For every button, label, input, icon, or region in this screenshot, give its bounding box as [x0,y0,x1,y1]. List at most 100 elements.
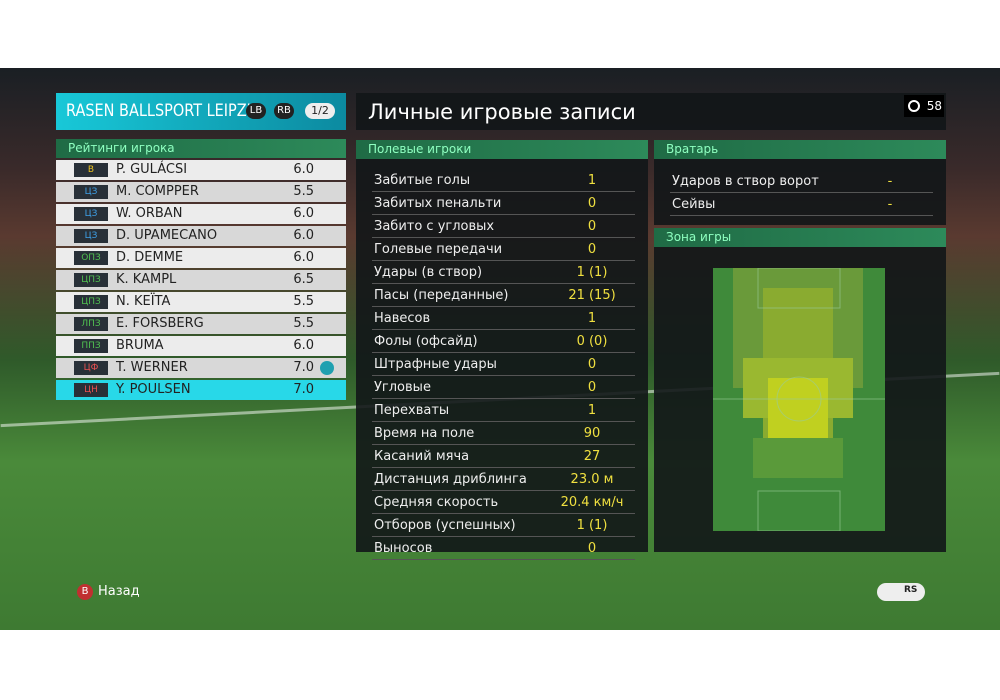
stat-value: 21 (15) [568,288,616,303]
stat-label: Отборов (успешных) [374,518,516,533]
rb-button[interactable]: RB [274,103,294,119]
player-rating: 6.0 [293,250,314,265]
player-row[interactable]: ЦЗ M. COMPPER 5.5 [56,182,346,202]
player-row[interactable]: ЦПЗ N. KEÏTA 5.5 [56,292,346,312]
stat-value: 23.0 м [570,472,614,487]
section-title: Вратарь [654,140,946,159]
stat-value: 1 [587,311,597,326]
stat-label: Перехваты [374,403,450,418]
zone-panel: Зона игры [654,228,946,552]
stat-label: Забитых пенальти [374,196,502,211]
stat-label: Забито с угловых [374,219,495,234]
player-rating: 7.0 [293,382,314,397]
stat-value: 0 [587,380,597,395]
player-name: K. KAMPL [116,272,177,287]
player-row[interactable]: ЦПЗ K. KAMPL 6.5 [56,270,346,290]
player-name: D. UPAMECANO [116,228,218,243]
footer-icons: RS [877,583,925,601]
player-row[interactable]: ЦЗ W. ORBAN 6.0 [56,204,346,224]
stat-row: Удары (в створ) 1 (1) [372,262,635,284]
position-badge: ОПЗ [74,251,108,265]
position-badge: ЦПЗ [74,295,108,309]
back-label[interactable]: Назад [98,584,140,599]
stat-row: Забито с угловых 0 [372,216,635,238]
player-rating: 5.5 [293,184,314,199]
player-rating: 5.5 [293,294,314,309]
goalkeeper-panel: Вратарь Ударов в створ ворот - Сейвы - [654,140,946,225]
section-title: Рейтинги игрока [56,139,346,158]
stat-label: Выносов [374,541,433,556]
player-row[interactable]: ЦН Y. POULSEN 7.0 [56,380,346,400]
stat-label: Касаний мяча [374,449,470,464]
position-badge: В [74,163,108,177]
stat-row: Перехваты 1 [372,400,635,422]
stat-label: Навесов [374,311,431,326]
stat-value: 20.4 км/ч [560,495,624,510]
position-badge: ЦЗ [74,229,108,243]
player-rating: 6.0 [293,228,314,243]
stats-list: Забитые голы 1 Забитых пенальти 0 Забито с у… [372,170,635,561]
stat-row: Отборов (успешных) 1 (1) [372,515,635,537]
stat-row: Голевые передачи 0 [372,239,635,261]
player-row[interactable]: ППЗ BRUMA 6.0 [56,336,346,356]
stat-row: Ударов в створ ворот - [670,171,933,193]
stat-label: Забитые голы [374,173,471,188]
position-badge: ППЗ [74,339,108,353]
b-button[interactable]: B [77,584,93,600]
stat-row: Сейвы - [670,194,933,216]
page-indicator: 1/2 [305,103,335,119]
player-row[interactable]: ЛПЗ E. FORSBERG 5.5 [56,314,346,334]
stat-label: Средняя скорость [374,495,499,510]
stat-row: Выносов 0 [372,538,635,560]
stat-value: 1 (1) [576,518,608,533]
player-list: В P. GULÁCSI 6.0 ЦЗ M. COMPPER 5.5 ЦЗ W. ORBAN 6… [56,160,346,402]
field-panel: Полевые игроки Забитые голы 1 Забитых пена… [356,140,648,560]
stat-row: Касаний мяча 27 [372,446,635,468]
player-rating: 6.5 [293,272,314,287]
stat-label: Пасы (переданные) [374,288,509,303]
stat-label: Фолы (офсайд) [374,334,478,349]
player-rating: 6.0 [293,338,314,353]
player-name: T. WERNER [116,360,188,375]
player-name: D. DEMME [116,250,184,265]
team-name: RASEN BALLSPORT LEIPZIG [66,101,263,121]
star-icon [320,361,334,375]
stat-label: Дистанция дриблинга [374,472,527,487]
team-header: RASEN BALLSPORT LEIPZIG LB RB 1/2 [56,93,346,130]
player-rating: 7.0 [293,360,314,375]
stat-value: 0 (0) [576,334,608,349]
stat-value: 1 [587,403,597,418]
player-row[interactable]: ОПЗ D. DEMME 6.0 [56,248,346,268]
lb-button[interactable]: LB [246,103,266,119]
stat-row: Штрафные удары 0 [372,354,635,376]
player-row[interactable]: ЦЗ D. UPAMECANO 6.0 [56,226,346,246]
stat-value: 27 [583,449,601,464]
title-bar: Личные игровые записи 58 [356,93,946,130]
player-name: Y. POULSEN [116,382,191,397]
stat-value: 0 [587,219,597,234]
stat-label: Время на поле [374,426,475,441]
player-name: BRUMA [116,338,164,353]
stat-label: Удары (в створ) [374,265,483,280]
section-title: Зона игры [654,228,946,247]
stat-value: - [887,197,893,212]
stat-label: Голевые передачи [374,242,503,257]
stat-value: 1 [587,173,597,188]
player-row[interactable]: ЦФ T. WERNER 7.0 [56,358,346,378]
gk-list: Ударов в створ ворот - Сейвы - [670,171,933,217]
rs-icon[interactable]: RS [904,585,918,595]
stat-row: Фолы (офсайд) 0 (0) [372,331,635,353]
stat-row: Навесов 1 [372,308,635,330]
position-badge: ЦЗ [74,207,108,221]
stat-row: Пасы (переданные) 21 (15) [372,285,635,307]
clock-icon [908,100,920,112]
player-name: M. COMPPER [116,184,199,199]
section-title: Полевые игроки [356,140,648,159]
player-rating: 6.0 [293,162,314,177]
stat-row: Время на поле 90 [372,423,635,445]
stat-label: Сейвы [672,197,716,212]
player-row[interactable]: В P. GULÁCSI 6.0 [56,160,346,180]
stat-row: Забитые голы 1 [372,170,635,192]
position-badge: ЛПЗ [74,317,108,331]
screen-title: Личные игровые записи [368,100,636,124]
